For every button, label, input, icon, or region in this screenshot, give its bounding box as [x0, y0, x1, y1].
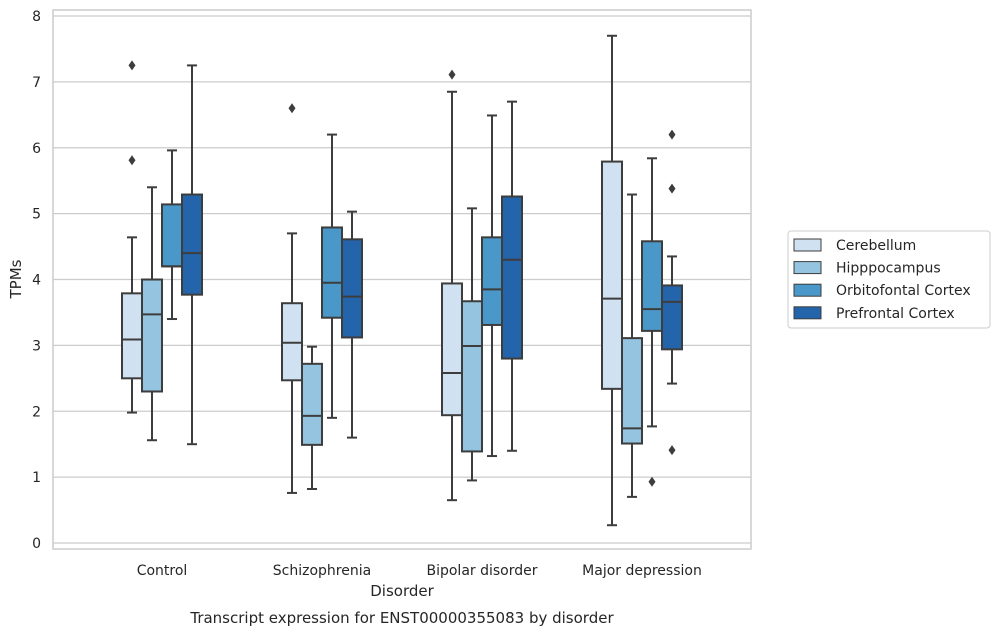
box-orbitofontal-cortex: [321, 133, 343, 419]
box-orbitofontal-cortex: [641, 157, 663, 487]
outlier-point: [668, 183, 676, 194]
box-prefrontal-cortex: [181, 64, 203, 446]
outlier-point: [128, 60, 136, 71]
y-tick-label: 8: [32, 9, 41, 25]
x-axis-ticks: Control Schizophrenia Bipolar disorder Majo…: [137, 563, 702, 579]
legend-swatch: [793, 238, 822, 252]
y-tick-label: 4: [32, 273, 41, 289]
box-orbitofontal-cortex: [481, 114, 503, 458]
box-iqr: [121, 292, 143, 380]
chart-caption: Transcript expression for ENST0000035508…: [189, 609, 614, 627]
y-tick-label: 3: [32, 338, 41, 354]
box-prefrontal-cortex: [661, 129, 683, 456]
box-hipppocampus: [621, 193, 643, 498]
legend-swatch: [793, 283, 822, 297]
outlier-point: [668, 445, 676, 456]
box-iqr: [441, 282, 463, 417]
box-cerebellum: [601, 34, 623, 527]
box-prefrontal-cortex: [501, 100, 523, 452]
legend-label: Prefrontal Cortex: [836, 306, 955, 322]
x-axis-label: Disorder: [370, 582, 434, 600]
box-iqr: [641, 240, 663, 332]
box-iqr: [461, 300, 483, 453]
box-prefrontal-cortex: [341, 210, 363, 439]
box-hipppocampus: [141, 186, 163, 442]
box-cerebellum: [281, 103, 303, 494]
box-iqr: [341, 238, 363, 339]
x-tick-label: Schizophrenia: [273, 563, 371, 579]
y-tick-label: 1: [32, 470, 41, 486]
box-plot-series: [121, 34, 683, 527]
box-iqr: [301, 362, 323, 446]
y-tick-label: 6: [32, 141, 41, 157]
box-iqr: [601, 160, 623, 390]
box-iqr: [321, 226, 343, 319]
box-iqr: [141, 278, 163, 393]
outlier-point: [448, 69, 456, 80]
box-hipppocampus: [461, 207, 483, 482]
x-tick-label: Major depression: [582, 563, 702, 579]
legend-label: Cerebellum: [836, 238, 916, 254]
box-cerebellum: [441, 69, 463, 502]
legend-swatch: [793, 261, 822, 275]
outlier-point: [648, 476, 656, 487]
legend-swatch: [793, 306, 822, 320]
box-iqr: [501, 195, 523, 360]
box-iqr: [161, 203, 183, 268]
box-cerebellum: [121, 60, 143, 414]
y-tick-label: 0: [32, 536, 41, 552]
y-tick-label: 7: [32, 75, 41, 91]
outlier-point: [288, 103, 296, 114]
legend-frame: [787, 230, 991, 329]
x-tick-label: Bipolar disorder: [426, 563, 537, 579]
y-axis-ticks: 0 1 2 3 4 5 6 7 8: [32, 9, 41, 552]
box-iqr: [621, 337, 643, 445]
box-hipppocampus: [301, 345, 323, 490]
box-iqr: [481, 236, 503, 326]
x-tick-label: Control: [137, 563, 188, 579]
plot-frame: [52, 9, 752, 550]
legend-label: Orbitofontal Cortex: [836, 283, 971, 299]
legend: Cerebellum Hipppocampus Orbitofontal Corte…: [787, 230, 991, 329]
y-tick-label: 5: [32, 207, 41, 223]
outlier-point: [668, 129, 676, 140]
box-orbitofontal-cortex: [161, 149, 183, 321]
y-axis-label: TPMs: [7, 259, 25, 299]
legend-label: Hipppocampus: [836, 261, 941, 277]
box-iqr: [181, 193, 203, 296]
y-tick-label: 2: [32, 404, 41, 420]
outlier-point: [128, 155, 136, 166]
box-iqr: [661, 284, 683, 351]
